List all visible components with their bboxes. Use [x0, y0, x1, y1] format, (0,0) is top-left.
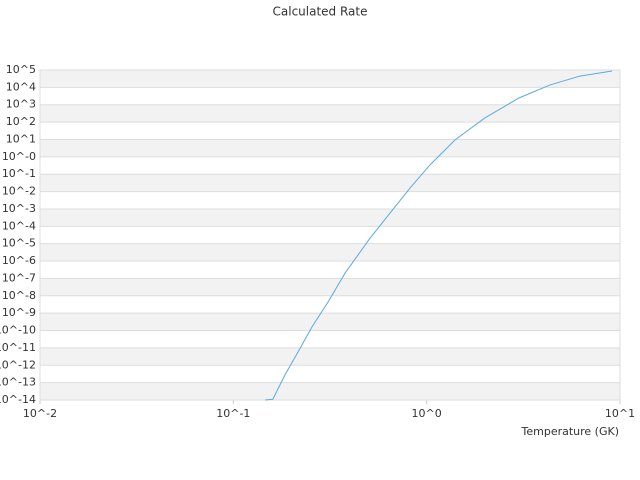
- y-tick-label: 10^-7: [2, 271, 36, 284]
- y-tick-label: 10^5: [6, 63, 36, 76]
- y-tick-label: 10^-10: [0, 324, 36, 337]
- grid-band: [40, 70, 620, 88]
- plot-border: [39, 69, 621, 401]
- y-tick-label: 10^1: [6, 132, 36, 145]
- y-tick-label: 10^-9: [2, 306, 36, 319]
- y-tick-label: 10^-2: [2, 185, 36, 198]
- grid-band: [40, 382, 620, 400]
- x-tick-label: 10^-1: [216, 407, 250, 420]
- y-tick-label: 10^4: [6, 80, 36, 93]
- x-tick-label: 10^1: [605, 407, 635, 420]
- y-tick-label: 10^-8: [2, 289, 36, 302]
- grid-band: [40, 208, 620, 227]
- line-series: [265, 70, 613, 401]
- y-tick-label: 10^-4: [2, 219, 36, 232]
- y-tick-label: 10^3: [6, 98, 36, 111]
- grid-band: [40, 278, 620, 296]
- y-tick-label: 10^-6: [2, 254, 36, 267]
- y-tick-label: 10^-5: [2, 237, 36, 250]
- y-tick-label: 10^-1: [2, 167, 36, 180]
- x-tick-label: 10^0: [412, 407, 442, 420]
- chart-title: Calculated Rate: [273, 5, 368, 19]
- grid-band: [40, 243, 620, 262]
- x-tick-label: 10^-2: [23, 407, 57, 420]
- y-tick-label: 10^-14: [0, 393, 36, 406]
- y-tick-label: 10^-0: [2, 150, 36, 163]
- y-tick-label: 10^2: [6, 115, 36, 128]
- grid-band: [40, 347, 620, 366]
- y-tick-label: 10^-3: [2, 202, 36, 215]
- y-tick-label: 10^-11: [0, 341, 36, 354]
- grid-band: [40, 174, 620, 192]
- y-tick-label: 10^-13: [0, 376, 36, 389]
- y-tick-label: 10^-12: [0, 358, 36, 371]
- grid-band: [40, 313, 620, 331]
- x-axis-label: Temperature (GK): [521, 425, 620, 438]
- grid-band: [40, 139, 620, 157]
- grid-band: [40, 104, 620, 123]
